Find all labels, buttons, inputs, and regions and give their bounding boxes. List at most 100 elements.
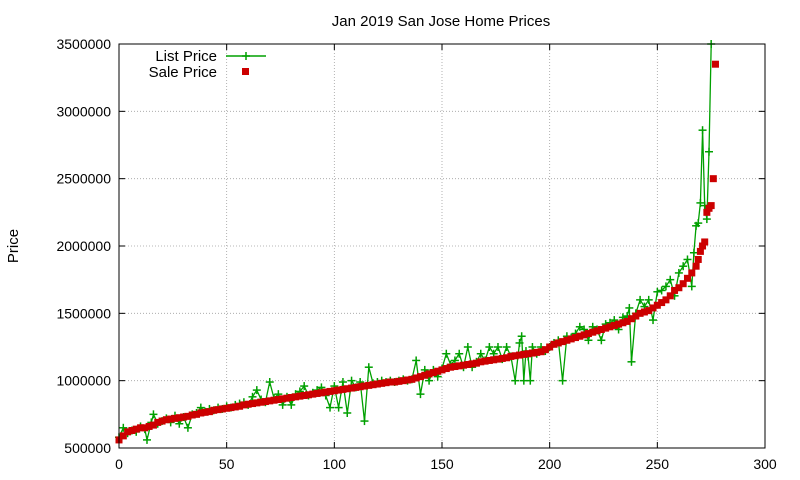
sale-price-point [490, 356, 498, 364]
sale-price-point [395, 377, 403, 385]
series-layer [115, 40, 719, 444]
list-price-point [644, 295, 653, 304]
sale-price-point [304, 391, 312, 399]
list-price-point [412, 356, 421, 365]
sale-price-point [696, 247, 704, 255]
sale-price-point [703, 208, 711, 216]
list-price-point [119, 423, 128, 432]
sale-price-point [404, 376, 412, 384]
sale-price-point [675, 284, 683, 292]
legend-label-list-price: List Price [155, 48, 217, 65]
sale-price-point [193, 410, 201, 418]
sale-price-point [653, 301, 661, 309]
sale-price-point [283, 394, 291, 402]
sale-price-point [253, 399, 261, 407]
list-price-point [666, 275, 675, 284]
sale-price-point [421, 371, 429, 379]
sale-price-point [679, 280, 687, 288]
sale-price-point [498, 354, 506, 362]
list-price-point [689, 248, 698, 257]
sale-price-point [468, 360, 476, 368]
sale-price-point [528, 349, 536, 357]
y-tick-label: 2500000 [56, 171, 111, 187]
sale-price-point [550, 340, 558, 348]
sale-price-point [572, 334, 580, 342]
sale-price-point [541, 346, 549, 354]
list-price-point [485, 343, 494, 351]
sale-price-point [485, 356, 493, 364]
list-price-point [463, 343, 472, 351]
sale-price-point [455, 362, 463, 370]
list-price-point [679, 262, 688, 271]
sale-price-point [184, 412, 192, 420]
sale-price-point [171, 414, 179, 422]
sale-price-point [231, 403, 239, 411]
list-price-point [702, 215, 711, 224]
sale-price-point [175, 414, 183, 422]
sale-price-point [210, 406, 218, 414]
list-price-point [502, 343, 511, 351]
grid [119, 44, 765, 448]
sale-price-point [511, 352, 519, 360]
y-axis-label: Price [5, 229, 22, 263]
list-price-point [511, 376, 520, 385]
sale-price-point [352, 383, 360, 391]
sale-price-point [464, 361, 472, 369]
sale-price-point [339, 385, 347, 393]
list-price-point [364, 363, 373, 372]
sale-price-point [335, 386, 343, 394]
sale-price-point [330, 387, 338, 395]
sale-price-point [442, 365, 450, 373]
list-price-point [694, 219, 703, 228]
sale-price-point [236, 402, 244, 410]
sale-price-point [615, 320, 623, 328]
sale-price-point [365, 381, 373, 389]
list-price-point [183, 423, 192, 432]
x-tick-label: 0 [115, 456, 123, 472]
list-price-point [558, 376, 567, 385]
sale-price-point [373, 380, 381, 388]
sale-price-point [649, 304, 657, 312]
sale-price-point [537, 348, 545, 356]
sale-price-point [707, 202, 715, 210]
list-price-point [300, 382, 309, 391]
list-price-point [597, 336, 606, 345]
sale-price-point [429, 369, 437, 377]
sale-price-point [451, 363, 459, 371]
sale-price-point [559, 338, 567, 346]
legend-marker-sale-price [242, 68, 249, 75]
sale-price-point [554, 339, 562, 347]
list-price-point [627, 357, 636, 366]
sale-price-point [520, 350, 528, 358]
sale-price-point [223, 404, 231, 412]
sale-price-point [326, 387, 334, 395]
list-price-point [360, 417, 369, 426]
sale-price-point [141, 424, 149, 432]
list-price-point [696, 198, 705, 207]
sale-price-point [619, 319, 627, 327]
series-sale-price [115, 60, 719, 444]
sale-price-point [584, 330, 592, 338]
sale-price-point [317, 389, 325, 397]
sale-price-point [666, 292, 674, 300]
sale-price-point [309, 390, 317, 398]
sale-price-point [158, 417, 166, 425]
list-price-point [149, 410, 158, 419]
list-price-point [625, 303, 634, 312]
sale-price-point [356, 383, 364, 391]
x-tick-label: 300 [753, 456, 777, 472]
list-price-point [142, 435, 151, 444]
sale-price-point [434, 367, 442, 375]
list-price-point [425, 376, 434, 385]
list-price-point [657, 286, 666, 295]
sale-price-point [149, 421, 157, 429]
sale-price-point [287, 394, 295, 401]
y-tick-label: 2000000 [56, 238, 111, 254]
sale-price-point [507, 352, 515, 360]
sale-price-point [623, 317, 631, 325]
sale-price-point [119, 432, 127, 440]
sale-price-point [300, 391, 308, 399]
sale-price-point [425, 370, 433, 378]
list-price-point [515, 338, 524, 347]
